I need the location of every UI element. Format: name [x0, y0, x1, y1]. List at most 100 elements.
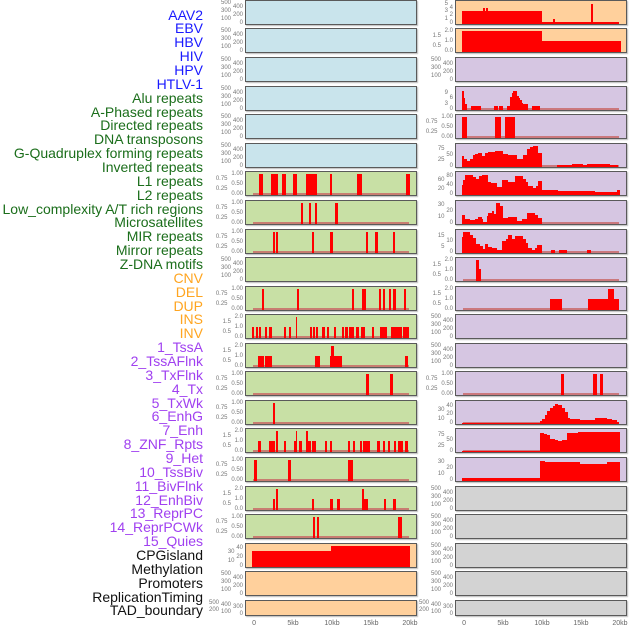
- y-tick-label: 400: [232, 4, 243, 10]
- y-tick-label: 0: [239, 106, 243, 112]
- bar: [313, 327, 315, 338]
- x-tick-label: 10kb: [324, 620, 340, 627]
- y-tick-label: 0.25: [215, 301, 228, 307]
- track-panel-right: [455, 400, 627, 425]
- bar: [475, 153, 479, 167]
- baseline: [253, 222, 409, 224]
- y-tick-label: 500: [220, 571, 231, 577]
- track-panel-right: [455, 571, 627, 596]
- bar: [594, 191, 617, 195]
- bar: [526, 477, 540, 481]
- track-panel-right: [455, 229, 627, 254]
- bar: [588, 464, 595, 481]
- baseline: [253, 565, 409, 567]
- bar: [470, 158, 473, 167]
- bar: [405, 356, 409, 367]
- y-tick-label: 500: [220, 86, 231, 92]
- y-tick-label: 0: [239, 611, 243, 617]
- bar: [476, 260, 479, 281]
- bar: [496, 203, 500, 224]
- bar: [314, 356, 321, 367]
- bar: [523, 239, 527, 253]
- bar: [503, 218, 509, 224]
- bar: [531, 249, 535, 253]
- y-tick-label: 500: [220, 0, 231, 6]
- y-tick-label: 1.5: [432, 33, 441, 40]
- bar: [330, 441, 332, 452]
- bar: [472, 155, 476, 167]
- y-tick-label: 0.00: [231, 420, 243, 426]
- bar: [258, 356, 264, 367]
- bar: [566, 433, 572, 452]
- track-label: 6_EnhG: [151, 408, 203, 425]
- track-label: HIV: [179, 48, 203, 65]
- y-tick-label: 400: [220, 602, 231, 609]
- y-tick-label: 100: [220, 44, 231, 50]
- y-tick-label: 0.00: [231, 391, 243, 397]
- track-label: HBV: [174, 34, 203, 51]
- bar: [331, 346, 335, 367]
- bar: [366, 374, 370, 395]
- track-label: TAD_boundary: [109, 602, 203, 619]
- bar: [295, 431, 298, 452]
- y-tick-label: 300: [232, 604, 243, 611]
- y-tick-label: 400: [442, 547, 453, 553]
- bar: [316, 517, 320, 538]
- track-panel-left: [245, 86, 417, 111]
- y-tick-label: 1.00: [231, 171, 243, 177]
- y-tick-label: 500: [220, 114, 231, 120]
- bar: [571, 432, 579, 452]
- y-tick-label: 500: [220, 57, 231, 63]
- bar: [515, 236, 524, 253]
- bar: [544, 461, 550, 481]
- y-tick-label: 0: [449, 563, 453, 569]
- bar: [462, 422, 540, 424]
- y-tick-label: 40: [446, 181, 453, 188]
- bar: [471, 106, 481, 110]
- y-tick-label: 0.50: [231, 296, 243, 302]
- y-tick-label: 100: [220, 159, 231, 165]
- bar: [558, 404, 562, 424]
- y-tick-label: 1.5: [222, 319, 231, 326]
- bar: [330, 174, 332, 195]
- y-tick-label: 0.0: [234, 506, 243, 512]
- bar: [461, 237, 464, 253]
- bar: [348, 460, 353, 481]
- y-tick-label: 100: [220, 587, 231, 593]
- bar: [259, 327, 261, 338]
- y-tick-label: 30: [437, 407, 445, 414]
- y-tick-label: 1.5: [432, 262, 441, 269]
- y-tick-label: 0.5: [432, 43, 441, 50]
- bar: [258, 441, 261, 452]
- track-label: Microsatellites: [114, 214, 203, 231]
- y-tick-label: 10: [437, 471, 445, 478]
- y-tick-label: 40: [236, 544, 243, 551]
- track-label: CPGisland: [136, 547, 203, 564]
- bar: [516, 96, 519, 110]
- bar: [461, 185, 464, 195]
- y-tick-label: 200: [442, 498, 453, 504]
- y-tick-label: 1.0: [234, 353, 243, 360]
- y-tick-label: 2.0: [444, 28, 453, 35]
- y-tick-label: 0.75: [215, 462, 228, 468]
- bar: [494, 117, 501, 138]
- track-label: 9_Het: [165, 450, 203, 467]
- bar: [483, 7, 485, 24]
- bar: [554, 403, 559, 424]
- bar: [272, 499, 275, 510]
- bar: [366, 232, 368, 253]
- bar: [599, 374, 603, 395]
- x-tick-label: 15kb: [363, 620, 379, 627]
- y-tick-label: 200: [208, 606, 219, 613]
- bar: [491, 210, 494, 224]
- y-tick-label: 200: [232, 12, 243, 18]
- bar: [341, 327, 344, 338]
- y-tick-label: 0.50: [231, 410, 243, 416]
- baseline: [253, 422, 409, 424]
- y-tick-label: 300: [220, 122, 231, 128]
- bar: [295, 317, 298, 338]
- bar: [398, 517, 402, 538]
- y-tick-label: 500: [430, 343, 441, 349]
- y-tick-label: 400: [232, 147, 243, 153]
- y-tick-label: 0.0: [234, 448, 243, 454]
